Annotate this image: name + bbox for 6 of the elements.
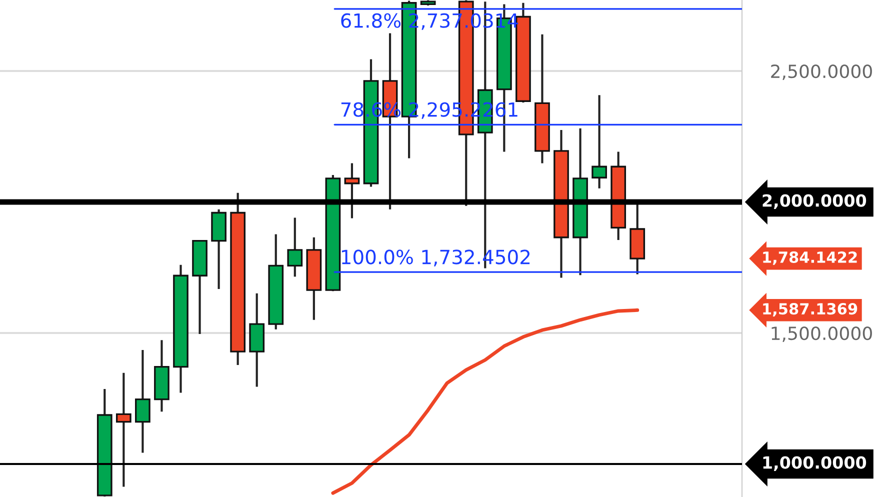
text: 1,784.1422 bbox=[763, 251, 857, 265]
y-tick-label: 1,500.0000 bbox=[772, 326, 872, 342]
ref-line-label: 1,000.0000 bbox=[763, 456, 866, 471]
y-tick-label: 2,500.0000 bbox=[771, 64, 872, 80]
text: 1,587.1369 bbox=[763, 303, 858, 317]
ref-line-label: 2,000.0000 bbox=[762, 194, 866, 209]
